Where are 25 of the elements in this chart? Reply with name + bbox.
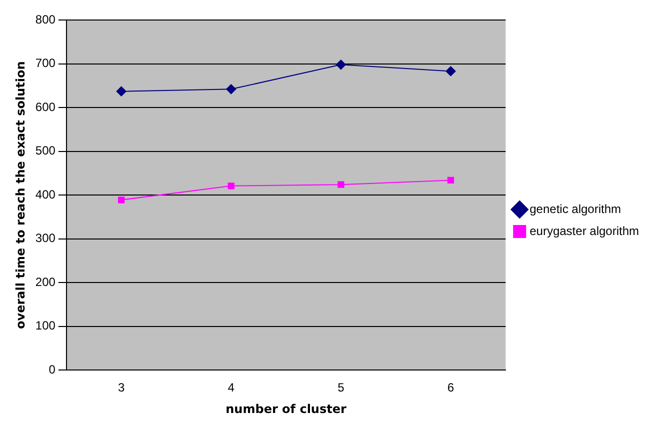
x-tick-label: 5 — [338, 380, 345, 395]
x-tick-label: 6 — [447, 380, 454, 395]
y-tick-label: 300 — [35, 231, 56, 246]
point — [336, 60, 346, 70]
y-tick-label: 800 — [35, 12, 56, 26]
point — [116, 86, 126, 96]
point — [226, 84, 236, 94]
legend-label: genetic algorithm — [530, 202, 622, 216]
point — [446, 66, 456, 76]
x-axis-title: number of cluster — [226, 402, 346, 416]
y-tick-label: 400 — [35, 187, 56, 202]
point — [118, 196, 125, 204]
y-tick-label: 500 — [35, 144, 56, 158]
y-tick-label: 600 — [35, 100, 56, 114]
point — [228, 182, 234, 190]
y-tick-label: 700 — [35, 56, 56, 70]
point — [447, 176, 454, 184]
x-tick-label: 4 — [228, 380, 235, 395]
legend-label: eurygaster algorithm — [530, 224, 640, 238]
y-tick-label: 100 — [35, 318, 56, 333]
point — [338, 181, 344, 188]
y-axis-title: overall time to reach the exact solution — [13, 61, 28, 329]
x-tick-label: 3 — [118, 380, 125, 395]
y-tick-label: 200 — [35, 274, 56, 289]
y-tick-label: 0 — [48, 362, 56, 377]
